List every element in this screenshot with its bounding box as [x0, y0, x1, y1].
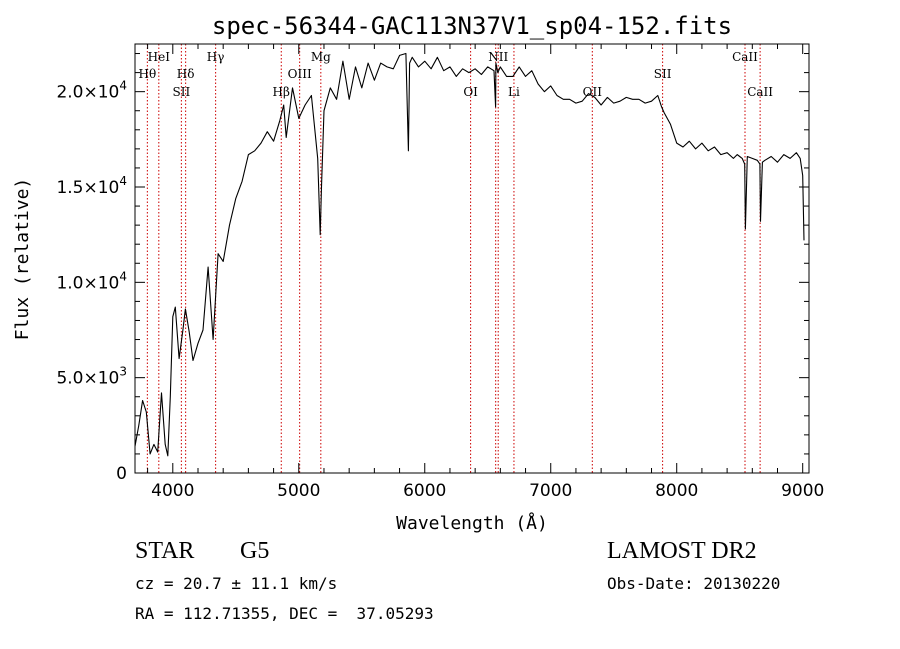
line-label-0: HeI	[148, 50, 171, 64]
series-line-0	[134, 52, 805, 457]
line-label-7: Hβ	[273, 85, 290, 99]
x-tick-label-2: 6000	[403, 481, 446, 501]
y-tick-exponent: 4	[119, 269, 127, 283]
y-tick-mantissa: 1.0×10	[56, 273, 119, 293]
x-tick-label-4: 8000	[655, 481, 698, 501]
line-label-4: Hγ	[207, 50, 225, 64]
y-tick-exponent: 4	[119, 79, 127, 93]
y-tick-exponent: 3	[119, 365, 127, 379]
x-tick-label-1: 5000	[277, 481, 320, 501]
y-axis-label: Flux (relative)	[12, 178, 33, 341]
x-tick-label-3: 7000	[529, 481, 572, 501]
subclass: G5	[240, 538, 270, 564]
line-label-12: SII	[654, 67, 672, 81]
cz-value: cz = 20.7 ± 11.1 km/s	[135, 574, 338, 593]
y-tick-mantissa: 5.0×10	[56, 369, 119, 389]
axis-ticks: 4000 5000 6000 7000 8000 900005.0×1031.0×1041…	[56, 44, 824, 501]
series-group	[134, 52, 805, 457]
line-label-10: Li	[508, 85, 520, 99]
line-label-3: SII	[173, 85, 191, 99]
line-label-14: CaII	[747, 85, 773, 99]
line-label-5: Mg	[311, 50, 331, 64]
line-label-13: CaII	[732, 50, 758, 64]
y-tick-label-4: 2.0×104	[56, 79, 127, 103]
line-label-9: OI	[463, 85, 478, 99]
y-tick-label-0: 0	[116, 464, 127, 484]
survey-name: LAMOST DR2	[607, 538, 757, 564]
y-tick-label-2: 1.0×104	[56, 269, 127, 293]
y-tick-label-1: 5.0×103	[56, 365, 127, 389]
y-tick-label-3: 1.5×104	[56, 174, 127, 198]
y-tick-mantissa: 2.0×10	[56, 83, 119, 103]
object-type: STAR	[135, 538, 195, 564]
marker-lines	[146, 44, 761, 473]
coordinates: RA = 112.71355, DEC = 37.05293	[135, 604, 434, 623]
x-tick-label-0: 4000	[151, 481, 194, 501]
line-label-6: OIII	[288, 67, 312, 81]
line-label-8: NII	[488, 50, 508, 64]
y-tick-exponent: 4	[119, 174, 127, 188]
x-axis-label: Wavelength (Å)	[396, 512, 548, 534]
y-tick-mantissa: 1.5×10	[56, 178, 119, 198]
obs-date: Obs-Date: 20130220	[607, 574, 781, 593]
x-tick-label-5: 9000	[781, 481, 824, 501]
line-label-1: Hθ	[138, 67, 156, 81]
y-tick-mantissa: 0	[116, 464, 127, 484]
chart-title: spec-56344-GAC113N37V1_sp04-152.fits	[212, 12, 732, 40]
line-label-2: Hδ	[177, 67, 195, 81]
plot-frame	[134, 43, 810, 474]
